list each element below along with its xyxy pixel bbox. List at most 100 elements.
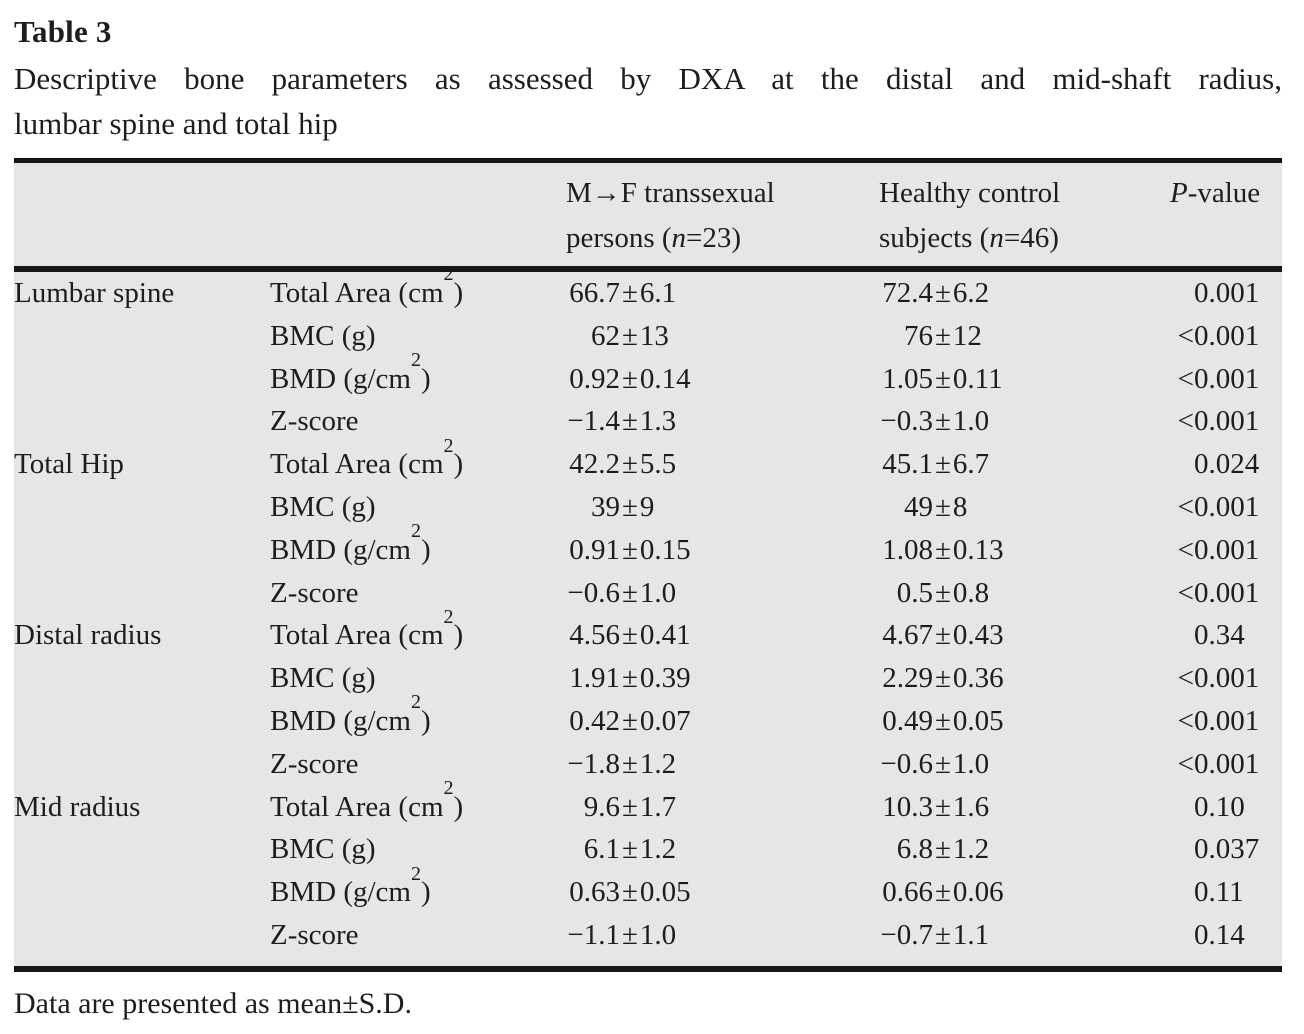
hc-sd: 8 bbox=[952, 490, 968, 523]
parameter-text: Z-score bbox=[270, 747, 359, 780]
plus-minus-sign: ± bbox=[935, 490, 951, 523]
mf-value: 0.91±0.15 bbox=[566, 529, 879, 572]
italic-p: P bbox=[1170, 177, 1188, 209]
plus-minus-sign: ± bbox=[622, 448, 638, 481]
mf-mean: 39 bbox=[591, 490, 620, 523]
row-region-label bbox=[14, 914, 270, 957]
mf-sd: 0.41 bbox=[639, 619, 691, 652]
p-number: 0.024 bbox=[1194, 448, 1260, 481]
plus-minus-sign: ± bbox=[935, 576, 951, 609]
plus-minus-sign: ± bbox=[935, 704, 951, 737]
p-prefix: < bbox=[1177, 533, 1194, 566]
mf-mean: −1.1 bbox=[567, 918, 620, 951]
mf-value: 6.1±1.2 bbox=[566, 828, 879, 871]
hc-sd: 0.36 bbox=[952, 662, 1004, 695]
parameter-superscript: 2 bbox=[443, 605, 454, 628]
mf-mean: 4.56 bbox=[569, 619, 620, 652]
parameter-text: BMD (g/cm bbox=[270, 704, 411, 737]
table-body: Lumbar spine Total Area (cm2) 66.7±6.1 72.4… bbox=[14, 264, 1282, 966]
p-number: 0.11 bbox=[1194, 876, 1244, 909]
table-row: BMD (g/cm2) 0.92±0.14 1.05±0.11 <0.001 bbox=[14, 350, 1282, 401]
row-region-label: Distal radius bbox=[14, 619, 162, 652]
header-text: -value bbox=[1187, 177, 1261, 209]
parameter-text: BMC (g) bbox=[270, 319, 376, 352]
parameter-text: ) bbox=[420, 876, 431, 909]
column-header-mf-line1: M→F transsexual bbox=[566, 177, 775, 209]
parameter-superscript: 2 bbox=[443, 434, 454, 457]
mf-sd: 0.14 bbox=[639, 362, 691, 395]
parameter-text: ) bbox=[420, 362, 431, 395]
column-header-p: P-value bbox=[1170, 171, 1282, 261]
plus-minus-sign: ± bbox=[935, 319, 951, 352]
mf-mean: 9.6 bbox=[583, 790, 620, 823]
mf-sd: 1.3 bbox=[639, 405, 677, 438]
table-caption: Descriptive bone parameters as assessed … bbox=[14, 56, 1282, 146]
plus-minus-sign: ± bbox=[935, 790, 951, 823]
mf-sd: 0.05 bbox=[639, 876, 691, 909]
p-value: <0.001 bbox=[1170, 486, 1282, 529]
plus-minus-sign: ± bbox=[935, 619, 951, 652]
plus-minus-sign: ± bbox=[935, 533, 951, 566]
parameter-superscript: 2 bbox=[410, 862, 421, 885]
p-value: 0.10 bbox=[1170, 786, 1282, 829]
hc-sd: 1.0 bbox=[952, 405, 990, 438]
table-row: Total Hip Total Area (cm2) 42.2±5.5 45.1±6.… bbox=[14, 436, 1282, 486]
row-parameter-label: BMC (g) bbox=[270, 657, 566, 700]
parameter-superscript: 2 bbox=[410, 348, 421, 371]
hc-value: −0.3±1.0 bbox=[879, 400, 1170, 443]
mf-sd: 13 bbox=[639, 319, 669, 352]
row-region-label: Lumbar spine bbox=[14, 277, 175, 309]
mf-value: 42.2±5.5 bbox=[566, 443, 879, 486]
table-row: BMC (g) 6.1±1.2 6.8±1.2 0.037 bbox=[14, 828, 1282, 871]
row-region-label bbox=[14, 657, 270, 700]
plus-minus-sign: ± bbox=[622, 405, 638, 438]
row-region-label bbox=[14, 871, 270, 914]
table-row: Distal radius Total Area (cm2) 4.56±0.41 4.… bbox=[14, 607, 1282, 657]
hc-sd: 0.06 bbox=[952, 876, 1004, 909]
table-row: BMD (g/cm2) 0.42±0.07 0.49±0.05 <0.001 bbox=[14, 692, 1282, 743]
plus-minus-sign: ± bbox=[622, 876, 638, 909]
table-row: BMC (g) 62±13 76±12 <0.001 bbox=[14, 315, 1282, 358]
row-parameter-label: Total Area (cm2) bbox=[270, 436, 566, 486]
column-header-hc-line2: subjects (n=46) bbox=[879, 216, 1170, 261]
hc-mean: 49 bbox=[904, 490, 933, 523]
row-parameter-label: BMC (g) bbox=[270, 486, 566, 529]
p-number: 0.001 bbox=[1194, 747, 1260, 780]
parameter-text: ) bbox=[453, 448, 464, 481]
p-value: 0.001 bbox=[1170, 272, 1282, 315]
mf-value: −1.1±1.0 bbox=[566, 914, 879, 957]
mf-value: 39±9 bbox=[566, 486, 879, 529]
plus-minus-sign: ± bbox=[935, 362, 951, 395]
p-value: <0.001 bbox=[1170, 700, 1282, 743]
p-number: 0.001 bbox=[1194, 277, 1260, 309]
parameter-text: ) bbox=[453, 790, 464, 823]
column-header-mf: M→F transsexual persons (n=23) bbox=[566, 171, 879, 261]
hc-value: 6.8±1.2 bbox=[879, 828, 1170, 871]
row-parameter-label: BMD (g/cm2) bbox=[270, 521, 566, 572]
hc-sd: 1.0 bbox=[952, 747, 990, 780]
mf-mean: −0.6 bbox=[567, 576, 620, 609]
bottom-rule bbox=[14, 965, 1282, 972]
table-row: BMD (g/cm2) 0.91±0.15 1.08±0.13 <0.001 bbox=[14, 521, 1282, 572]
mf-mean: 42.2 bbox=[569, 448, 620, 481]
table-row: Mid radius Total Area (cm2) 9.6±1.7 10.3±1.… bbox=[14, 778, 1282, 829]
parameter-text: Z-score bbox=[270, 918, 359, 951]
parameter-superscript: 2 bbox=[410, 520, 421, 543]
mf-mean: 0.42 bbox=[569, 704, 620, 737]
italic-n: n bbox=[671, 222, 687, 254]
plus-minus-sign: ± bbox=[935, 277, 951, 309]
hc-value: −0.6±1.0 bbox=[879, 743, 1170, 786]
p-number: 0.001 bbox=[1194, 362, 1260, 395]
mf-sd: 1.2 bbox=[639, 747, 677, 780]
parameter-text: Total Area (cm bbox=[270, 448, 444, 481]
parameter-text: BMD (g/cm bbox=[270, 533, 411, 566]
table-row: BMC (g) 1.91±0.39 2.29±0.36 <0.001 bbox=[14, 657, 1282, 700]
p-number: 0.001 bbox=[1194, 490, 1260, 523]
header-text: persons ( bbox=[566, 222, 672, 254]
row-region-label bbox=[14, 315, 270, 358]
table-row: Lumbar spine Total Area (cm2) 66.7±6.1 72.4… bbox=[14, 264, 1282, 315]
row-region-label bbox=[14, 400, 270, 443]
p-prefix: < bbox=[1177, 362, 1194, 395]
hc-mean: 0.66 bbox=[882, 876, 933, 909]
